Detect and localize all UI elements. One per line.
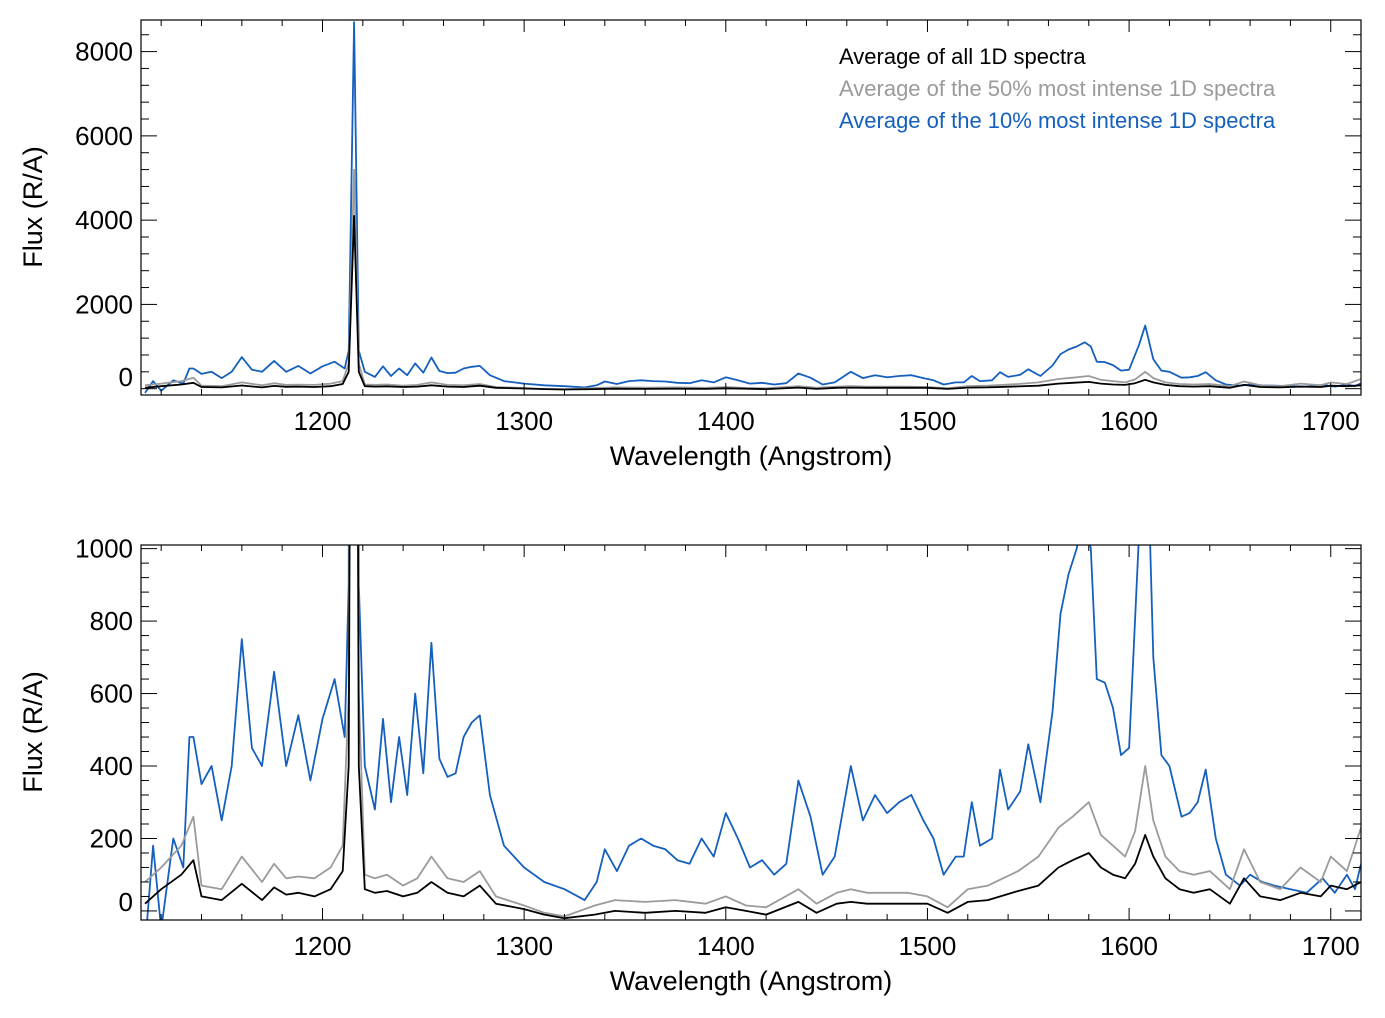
y-tick-label: 600 bbox=[90, 679, 133, 709]
legend-entry: Average of the 50% most intense 1D spect… bbox=[839, 76, 1276, 101]
x-tick-label: 1200 bbox=[294, 406, 352, 436]
legend: Average of all 1D spectra Average of the … bbox=[839, 44, 1276, 133]
bottom-panel: 1200 1300 1400 1500 1600 1700 0 200 400 600 800 100… bbox=[18, 534, 1362, 996]
plot-frame bbox=[140, 19, 1362, 396]
y-tick-label: 6000 bbox=[75, 121, 133, 151]
y-tick-label: 0 bbox=[119, 887, 133, 917]
x-tick-label: 1400 bbox=[697, 406, 755, 436]
x-tick-label: 1200 bbox=[294, 931, 352, 961]
x-tick-label: 1600 bbox=[1100, 406, 1158, 436]
x-tick-label: 1700 bbox=[1302, 406, 1360, 436]
x-tick-label: 1300 bbox=[495, 406, 553, 436]
series-lines bbox=[144, 545, 1361, 920]
x-tick-label: 1300 bbox=[495, 931, 553, 961]
y-tick-label: 2000 bbox=[75, 289, 133, 319]
y-tick-label: 8000 bbox=[75, 37, 133, 67]
legend-entry: Average of the 10% most intense 1D spect… bbox=[839, 108, 1276, 133]
series-line-1 bbox=[144, 545, 1361, 918]
plot-frame bbox=[140, 544, 1362, 921]
series-line-0 bbox=[144, 545, 1361, 920]
series-line-2 bbox=[144, 21, 1361, 394]
x-tick-label: 1500 bbox=[899, 931, 957, 961]
y-axis-title: Flux (R/A) bbox=[18, 146, 48, 268]
y-tick-label: 800 bbox=[90, 606, 133, 636]
series-line-2 bbox=[146, 545, 1361, 920]
legend-entry: Average of all 1D spectra bbox=[839, 44, 1086, 69]
x-tick-label: 1700 bbox=[1302, 931, 1360, 961]
top-panel: 1200 1300 1400 1500 1600 1700 0 2000 4000 6000 800… bbox=[18, 19, 1362, 471]
y-tick-label: 400 bbox=[90, 751, 133, 781]
x-tick-label: 1600 bbox=[1100, 931, 1158, 961]
y-tick-label: 0 bbox=[119, 362, 133, 392]
x-axis-title: Wavelength (Angstrom) bbox=[610, 966, 893, 996]
series-lines bbox=[144, 21, 1361, 394]
series-line-1 bbox=[144, 168, 1361, 391]
x-axis-title: Wavelength (Angstrom) bbox=[610, 441, 893, 471]
series-line-0 bbox=[144, 214, 1361, 391]
y-tick-label: 200 bbox=[90, 823, 133, 853]
x-tick-label: 1400 bbox=[697, 931, 755, 961]
x-tick-label: 1500 bbox=[899, 406, 957, 436]
y-axis-title: Flux (R/A) bbox=[18, 671, 48, 793]
y-tick-label: 4000 bbox=[75, 205, 133, 235]
y-tick-label: 1000 bbox=[75, 534, 133, 564]
